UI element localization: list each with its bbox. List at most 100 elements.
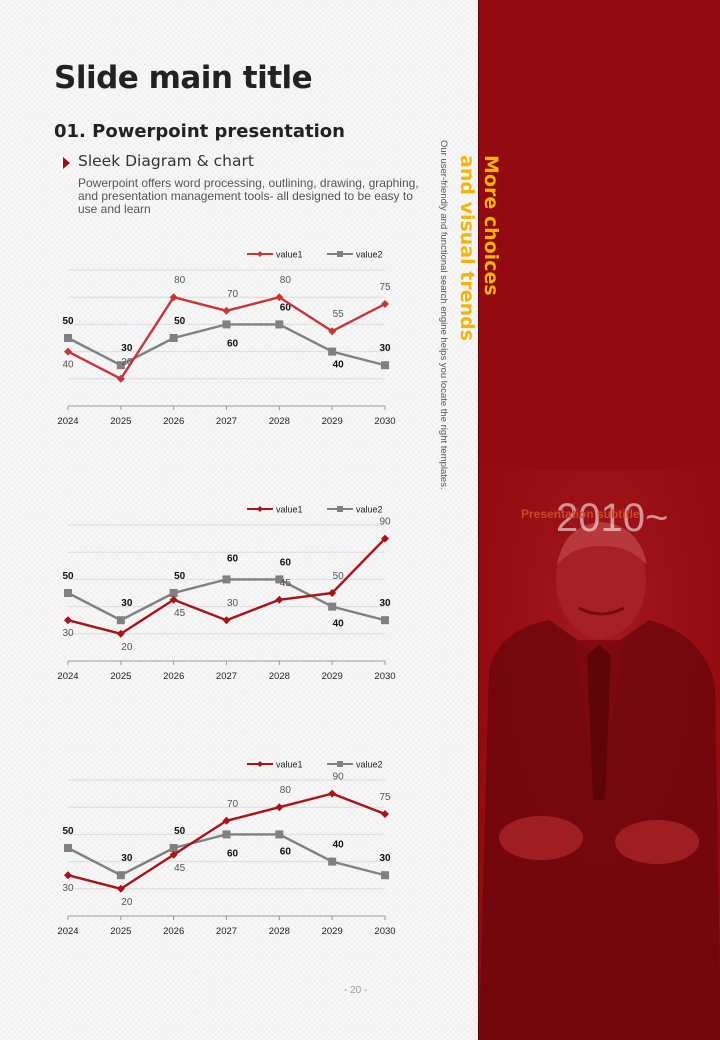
data-label: 75	[379, 282, 391, 293]
legend-marker	[257, 506, 263, 512]
data-point-value1	[222, 306, 231, 315]
side-vertical-text: Our user-friendly and functional search …	[438, 140, 449, 490]
data-label: 45	[174, 608, 186, 619]
line-chart-1: 2024 2025 2026 2027 2028 2029 2030 value1 value2…	[50, 242, 410, 432]
data-label: 40	[62, 360, 74, 371]
data-point-value2	[64, 844, 72, 852]
bullet-title: Sleek Diagram & chart	[78, 152, 254, 170]
legend-marker	[337, 506, 343, 512]
data-label: 50	[62, 826, 74, 837]
legend-marker	[257, 251, 263, 257]
data-point-value2	[169, 844, 178, 852]
data-point-value2	[222, 320, 231, 329]
x-tick-label: 2024	[57, 416, 78, 427]
data-label: 50	[62, 316, 74, 327]
data-label: 45	[174, 863, 186, 874]
data-point-value1	[116, 884, 125, 893]
x-tick-label: 2026	[163, 926, 184, 937]
data-point-value1	[381, 810, 389, 818]
data-label: 30	[379, 343, 391, 354]
data-label: 30	[227, 598, 239, 609]
data-label: 40	[333, 360, 345, 371]
data-label: 50	[333, 571, 345, 582]
red-side-panel: 2010~ Presentation subtitle	[478, 0, 720, 1040]
x-tick-label: 2025	[110, 671, 131, 682]
legend-label: value2	[356, 760, 383, 770]
data-point-value1	[222, 616, 231, 625]
x-tick-label: 2028	[269, 926, 290, 937]
x-tick-label: 2027	[216, 671, 237, 682]
data-point-value1	[64, 347, 72, 356]
x-tick-label: 2030	[374, 416, 395, 427]
data-label: 20	[121, 897, 133, 908]
data-point-value1	[169, 850, 178, 859]
x-tick-label: 2027	[216, 416, 237, 427]
data-point-value1	[275, 803, 284, 812]
panel-heading-line2: and visual trends	[456, 155, 478, 342]
x-tick-label: 2024	[57, 926, 78, 937]
x-tick-label: 2029	[322, 416, 343, 427]
data-label: 90	[379, 517, 391, 528]
data-point-value2	[169, 334, 178, 342]
data-point-value2	[116, 361, 125, 370]
x-tick-label: 2029	[322, 671, 343, 682]
data-label: 20	[121, 357, 133, 368]
year-label: 2010~	[556, 496, 669, 540]
x-tick-label: 2025	[110, 416, 131, 427]
x-tick-label: 2028	[269, 671, 290, 682]
data-label: 60	[280, 557, 292, 568]
data-label: 60	[280, 302, 292, 313]
data-label: 30	[121, 343, 133, 354]
x-tick-label: 2028	[269, 416, 290, 427]
data-point-value2	[64, 589, 72, 597]
data-point-value1	[328, 327, 337, 336]
data-label: 75	[379, 792, 391, 803]
data-point-value2	[169, 589, 178, 597]
legend-label: value2	[356, 250, 383, 260]
data-point-value2	[328, 602, 337, 611]
panel-heading-line1: More choices	[480, 155, 502, 296]
data-point-value2	[222, 575, 231, 584]
data-label: 60	[227, 553, 239, 564]
x-tick-label: 2027	[216, 926, 237, 937]
x-tick-label: 2025	[110, 926, 131, 937]
section-subheading: 01. Powerpoint presentation	[54, 121, 345, 142]
presentation-subtitle: Presentation subtitle	[521, 507, 640, 521]
legend-marker	[337, 251, 343, 257]
data-label: 30	[121, 853, 133, 864]
data-point-value1	[116, 374, 125, 383]
data-point-value2	[64, 334, 72, 342]
bullet-arrow-icon	[63, 157, 70, 169]
data-label: 70	[227, 289, 239, 300]
data-point-value1	[328, 589, 337, 597]
data-point-value1	[275, 293, 284, 302]
data-label: 90	[333, 772, 345, 783]
data-point-value2	[328, 857, 337, 866]
data-label: 60	[227, 338, 239, 349]
data-label: 60	[280, 846, 292, 857]
person-photo	[479, 470, 720, 1040]
data-label: 30	[62, 628, 74, 639]
legend-label: value1	[276, 760, 303, 770]
data-label: 30	[379, 598, 391, 609]
data-label: 30	[379, 853, 391, 864]
legend-label: value1	[276, 505, 303, 515]
data-label: 20	[121, 642, 133, 653]
line-chart-3: 2024 2025 2026 2027 2028 2029 2030 value1 value2…	[50, 752, 410, 942]
description-text: Powerpoint offers word processing, outli…	[78, 176, 419, 216]
data-label: 70	[227, 799, 239, 810]
data-label: 80	[174, 275, 186, 286]
x-tick-label: 2024	[57, 671, 78, 682]
data-point-value2	[328, 347, 337, 356]
data-point-value2	[275, 830, 284, 839]
data-point-value1	[64, 871, 72, 880]
data-label: 80	[280, 785, 292, 796]
legend-label: value1	[276, 250, 303, 260]
data-point-value2	[381, 616, 389, 625]
data-point-value1	[381, 534, 389, 543]
data-point-value1	[116, 629, 125, 638]
data-point-value1	[381, 300, 389, 308]
data-label: 50	[174, 571, 186, 582]
